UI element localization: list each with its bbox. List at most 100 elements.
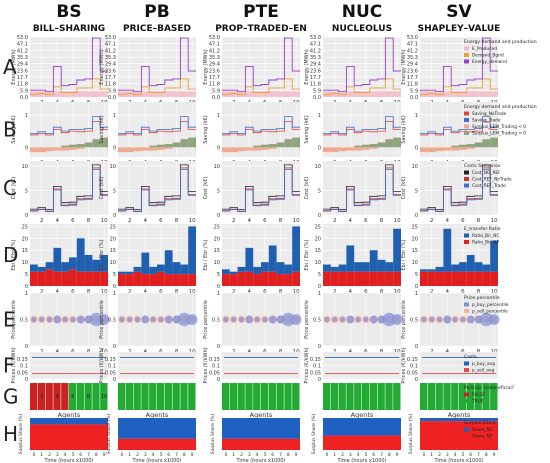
- bar-ratio-nc: [76, 238, 85, 272]
- y-tick-label: 5: [217, 272, 220, 278]
- y-tick-label: 0.5: [20, 318, 28, 324]
- legend-swatch: [464, 124, 469, 129]
- bar-ratio-nc: [490, 240, 498, 272]
- y-tick-label: 47.1: [310, 42, 321, 48]
- legend-swatch: [464, 233, 469, 238]
- bar-ratio-nc: [466, 255, 475, 272]
- y-tick-label: 5: [318, 188, 321, 194]
- bar-ratio-np: [323, 271, 331, 286]
- cell-beneficial: [435, 383, 443, 410]
- x-axis-label: Agents: [146, 411, 169, 419]
- y-tick-label: 0: [217, 284, 220, 290]
- bar-ratio-nc: [377, 259, 386, 272]
- y-tick-label: 5: [25, 272, 28, 278]
- bar-lem-neg: [222, 147, 230, 153]
- bar-ratio-nc: [338, 264, 347, 272]
- x-tick-label: 8: [279, 289, 283, 295]
- cell-beneficial: [61, 383, 69, 410]
- y-tick-label: 0: [25, 377, 28, 383]
- bar-lem-pos: [362, 144, 370, 148]
- cell-beneficial: [459, 383, 467, 410]
- y-tick-label: 0: [415, 145, 418, 151]
- cell-beneficial: [92, 383, 100, 410]
- y-tick-label: 5: [415, 188, 418, 194]
- point-p-buy: [452, 316, 458, 323]
- y-tick-label: 0.05: [105, 370, 116, 376]
- x-tick-label: 4: [56, 394, 59, 400]
- bar-ratio-nc: [125, 271, 134, 275]
- y-tick-label: 0.1: [212, 364, 220, 370]
- y-tick-label: 15: [412, 248, 418, 254]
- bar-ratio-nc: [362, 262, 370, 272]
- panel-E: 0 0.5 1 Price percentile 2 4 6 8 10: [304, 291, 403, 355]
- bar-ratio-np: [292, 271, 300, 286]
- y-axis-label: Prices (€/kWh): [304, 347, 310, 383]
- y-axis-label: Cost (k€): [99, 177, 105, 200]
- bar-ratio-np: [253, 274, 261, 286]
- bar-lem-pos: [292, 137, 300, 148]
- y-tick-label: 29.4: [310, 62, 321, 68]
- y-tick-label: 0: [415, 344, 418, 350]
- point-p-buy: [460, 316, 466, 323]
- cell-beneficial: [393, 383, 401, 410]
- panel-C: 0 5 10 Cost (k€) 2 4 6 8 10: [203, 161, 300, 224]
- bar-lem-neg: [427, 147, 436, 153]
- y-tick-label: 5.9: [212, 88, 220, 94]
- x-tick-label: 4: [248, 289, 252, 295]
- line-Cost_REF_Trade: [420, 168, 498, 212]
- x-tick-label: 4: [248, 218, 252, 224]
- bar-lem-neg: [125, 147, 134, 153]
- bar-lem-pos: [92, 139, 101, 148]
- x-tick-label: 10: [101, 289, 108, 295]
- x-tick-label: 6: [364, 218, 368, 224]
- bar-lem-neg: [149, 147, 157, 151]
- y-tick-label: 0.1: [313, 364, 321, 370]
- produced-band: [222, 91, 300, 97]
- bar-lem-neg: [466, 147, 475, 149]
- bar-ratio-np: [393, 271, 401, 286]
- x-tick-label: 5: [461, 452, 464, 458]
- panel-D: 0 5 10 15 20 25 Ebi / Ebr (%) 2 4 6 8 10: [401, 224, 498, 295]
- legend-label: Surplus_LEM_Trading > 0: [472, 131, 526, 137]
- row-letter: F: [3, 354, 15, 378]
- produced-band: [420, 91, 498, 97]
- x-tick-label: 9: [396, 452, 399, 458]
- cell-beneficial: [188, 383, 196, 410]
- y-axis-label: Price percentile: [203, 300, 209, 339]
- y-axis-label: Surplus Share (%): [210, 414, 216, 455]
- bar-ratio-nc: [393, 228, 401, 272]
- line-Energy_demand: [30, 37, 108, 92]
- cell-beneficial: [76, 383, 84, 410]
- line-Energy_demand: [118, 37, 196, 92]
- panel-D: 0 5 10 15 20 25 Ebi / Ebr (%) 2 4 6 8 10: [11, 224, 108, 295]
- bar-ratio-np: [474, 271, 483, 286]
- x-tick-label: 10: [394, 289, 401, 295]
- y-tick-label: 1: [318, 113, 321, 119]
- x-tick-label: 6: [71, 289, 75, 295]
- y-tick-label: 35.3: [17, 55, 28, 61]
- y-axis-label: Prices (€/kWh): [401, 347, 407, 383]
- y-axis-label: Ebi / Ebr (%): [401, 239, 407, 270]
- y-tick-label: 20: [110, 236, 116, 242]
- row-letter: D: [3, 243, 18, 267]
- y-tick-label: 10: [22, 164, 28, 170]
- produced-band: [323, 91, 401, 97]
- y-tick-label: 5.9: [410, 88, 418, 94]
- y-tick-label: 15: [22, 248, 28, 254]
- bar-lem-neg: [141, 147, 150, 151]
- y-tick-label: 23.6: [105, 68, 116, 74]
- legend-label: Cost_REF_Trade: [472, 183, 506, 189]
- x-tick-label: 4: [357, 452, 360, 458]
- bar-ratio-nc: [222, 269, 230, 275]
- y-tick-label: 41.2: [310, 48, 321, 54]
- area-share-nc: [118, 418, 196, 439]
- point-p-buy: [223, 316, 229, 323]
- y-axis-label: Ebi / Ebr (%): [304, 239, 310, 270]
- legend-label: Demand_Bgrid: [472, 53, 504, 59]
- point-p-buy: [254, 316, 260, 323]
- x-tick-label: 2: [333, 289, 337, 295]
- y-tick-label: 5.9: [20, 88, 28, 94]
- bar-ratio-np: [276, 274, 285, 286]
